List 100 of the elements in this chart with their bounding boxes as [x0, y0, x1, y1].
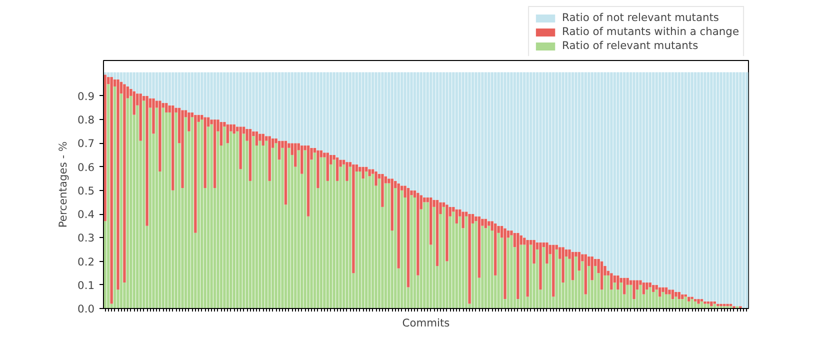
bar: [506, 238, 510, 308]
bar: [458, 216, 462, 308]
bar: [352, 164, 355, 274]
bar: [278, 72, 281, 141]
bar: [713, 301, 716, 304]
bar: [687, 72, 690, 297]
bar: [606, 275, 610, 308]
bar: [626, 72, 629, 278]
bar: [613, 72, 616, 276]
bar: [378, 72, 381, 174]
y-tick-label: 0.4: [78, 208, 95, 222]
bar: [526, 72, 529, 240]
bar: [329, 72, 332, 155]
bar: [442, 72, 446, 202]
bar: [162, 72, 165, 104]
bar: [236, 131, 239, 308]
bar: [206, 72, 210, 118]
bar: [388, 72, 390, 179]
bar: [648, 72, 652, 283]
bar: [536, 249, 539, 308]
bar: [529, 72, 532, 240]
bar: [262, 134, 265, 146]
bar: [464, 216, 468, 308]
bar: [548, 254, 552, 308]
bar: [739, 72, 742, 306]
bar: [671, 72, 674, 290]
bar: [474, 221, 478, 308]
bar: [455, 72, 458, 210]
bar: [610, 72, 613, 274]
bar: [316, 72, 320, 150]
bar: [668, 294, 671, 308]
bar: [474, 72, 478, 216]
bar: [442, 206, 446, 308]
bar: [710, 72, 713, 302]
bar: [410, 72, 413, 190]
bar: [546, 242, 548, 264]
bar: [568, 258, 571, 308]
bar: [432, 206, 436, 308]
bar: [726, 72, 729, 304]
bar: [446, 204, 448, 262]
bar: [339, 72, 342, 160]
bar: [484, 228, 488, 308]
bar: [368, 72, 371, 170]
bar: [542, 72, 546, 242]
bar: [458, 72, 462, 210]
bar: [239, 72, 242, 127]
bar: [313, 72, 316, 148]
bar: [697, 72, 700, 300]
bar: [622, 278, 626, 294]
bar: [358, 172, 362, 308]
bar: [120, 94, 123, 308]
bar: [248, 128, 252, 181]
bar: [268, 136, 271, 181]
bar: [681, 294, 684, 300]
bar: [304, 72, 306, 146]
bar: [362, 72, 364, 167]
bar: [397, 183, 400, 268]
bar: [594, 72, 597, 259]
bar: [123, 72, 126, 84]
bar: [420, 72, 423, 196]
bar: [216, 131, 220, 308]
bar: [542, 247, 546, 308]
bar: [288, 72, 290, 144]
bar: [429, 197, 432, 245]
bar: [610, 273, 613, 290]
bar: [348, 166, 352, 308]
bar: [584, 72, 588, 254]
bar: [471, 72, 474, 214]
bar: [306, 72, 310, 146]
bar: [258, 140, 262, 308]
bar: [639, 284, 642, 308]
bar: [684, 296, 687, 308]
bar: [555, 249, 558, 308]
bar: [148, 108, 152, 308]
bar: [255, 72, 258, 132]
bar: [197, 122, 200, 308]
bar: [632, 280, 636, 300]
bar: [484, 72, 488, 219]
bar: [429, 72, 432, 198]
bar: [174, 72, 178, 108]
bar: [632, 72, 636, 280]
y-tick-label: 0.0: [78, 302, 95, 316]
bar: [552, 72, 555, 245]
bar: [452, 72, 455, 207]
bar: [642, 282, 646, 294]
bar: [594, 266, 597, 308]
bar: [568, 72, 571, 250]
bar: [704, 72, 706, 302]
bar: [436, 200, 439, 266]
bar: [548, 72, 552, 245]
bar: [320, 157, 323, 308]
bar: [646, 72, 648, 283]
bar: [571, 72, 574, 252]
bar: [336, 72, 339, 158]
bar: [342, 164, 346, 308]
bar: [446, 72, 448, 205]
bar: [590, 256, 594, 280]
bar: [130, 72, 132, 89]
bar: [406, 188, 410, 288]
bar: [142, 100, 146, 308]
